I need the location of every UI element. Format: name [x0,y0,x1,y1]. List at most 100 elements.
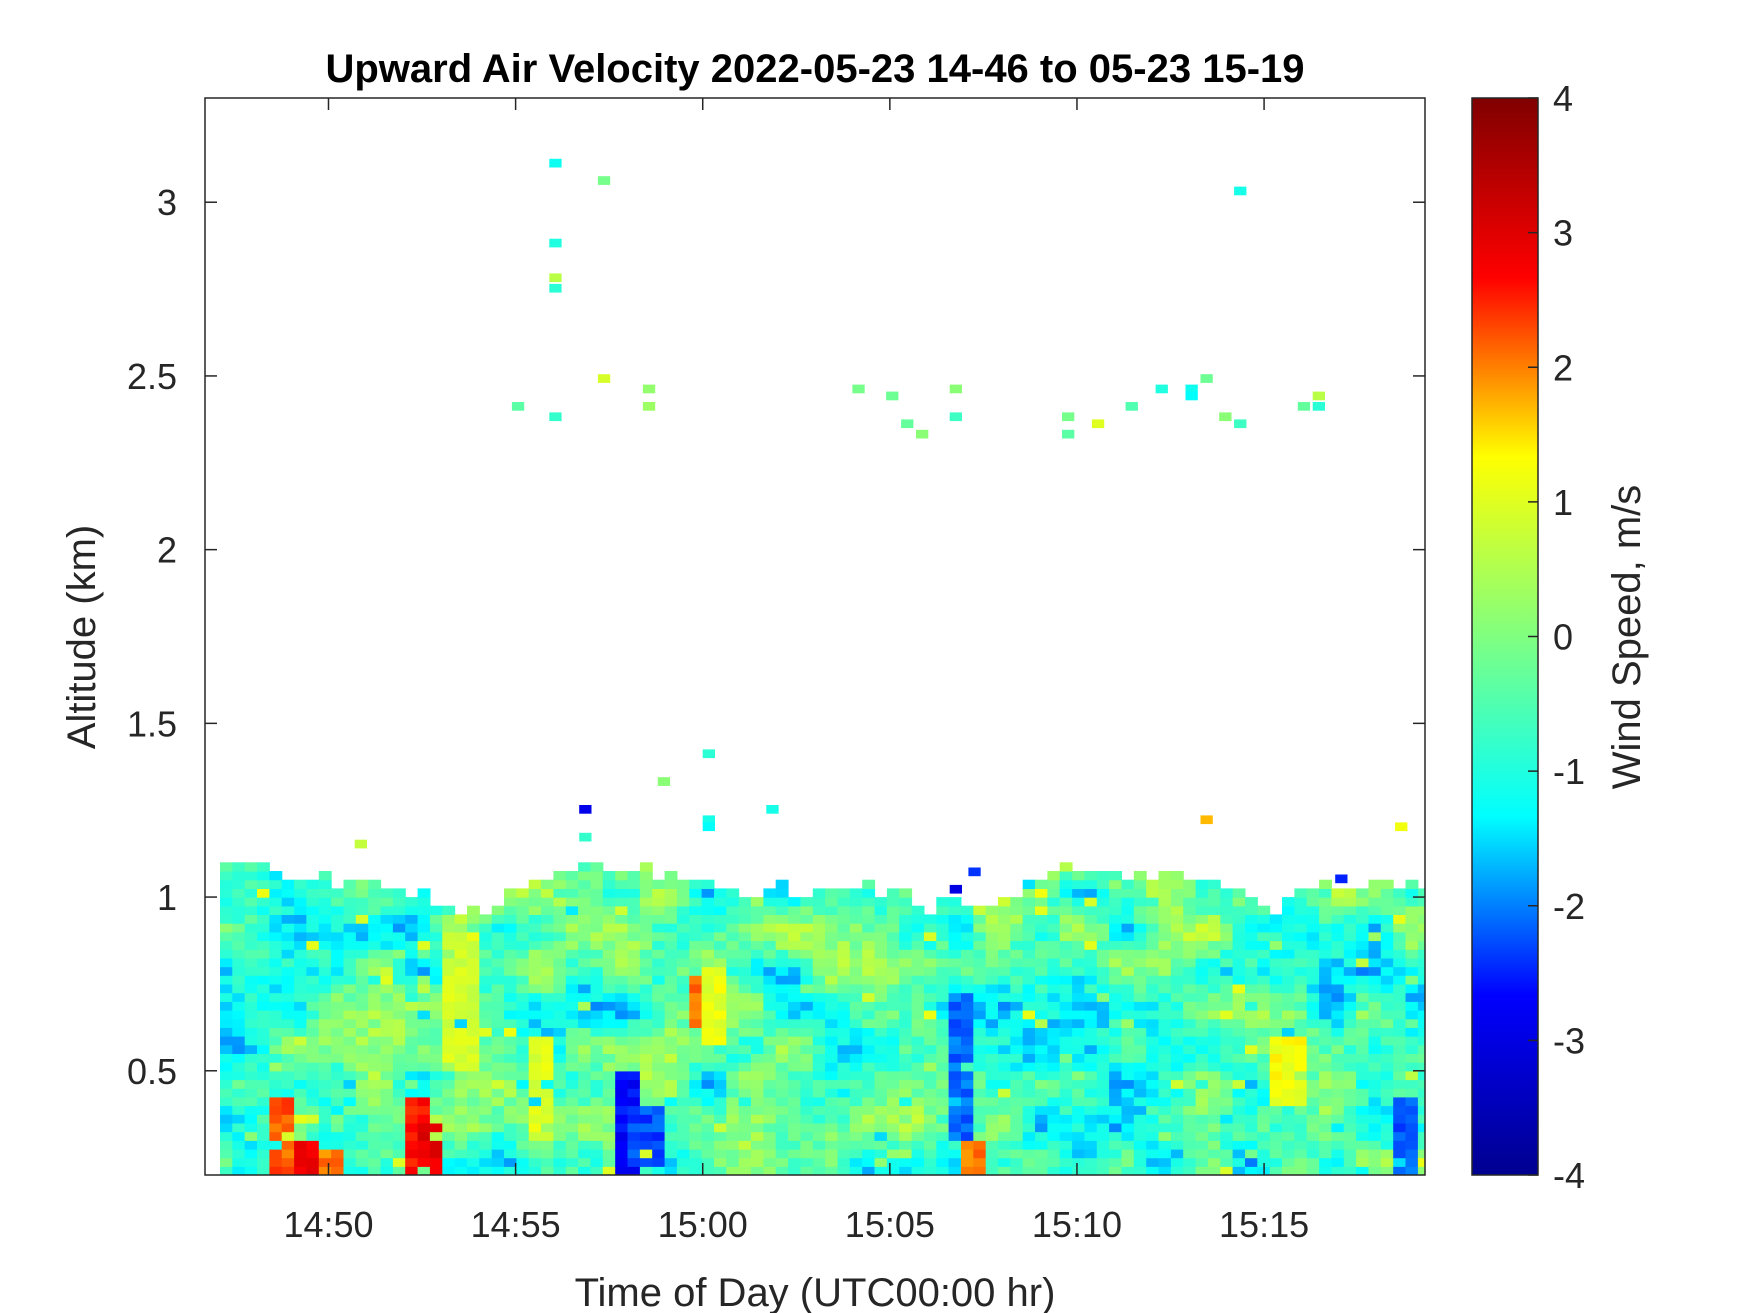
heatmap-cell [454,931,468,942]
heatmap-cell [1232,931,1246,942]
heatmap-cell [1245,897,1258,907]
heatmap-cell [973,931,987,942]
heatmap-cell [1146,1157,1160,1167]
heatmap-cell [380,914,394,924]
heatmap-cell [911,1148,925,1159]
heatmap-cell [961,914,974,924]
isolated-cell [1335,874,1348,884]
heatmap-cell [1207,1140,1221,1150]
heatmap-cell [676,992,690,1002]
heatmap-cell [763,1062,777,1072]
heatmap-cell [676,905,690,915]
heatmap-cell [615,1044,629,1054]
heatmap-cell [1035,1140,1048,1150]
heatmap-cell [1072,1079,1085,1089]
heatmap-cell [763,1036,777,1046]
heatmap-cell [442,1044,456,1054]
heatmap-cell [862,1070,876,1081]
heatmap-cell [590,975,604,985]
heatmap-cell [1220,1122,1234,1133]
heatmap-cell [392,923,406,933]
heatmap-cell [491,949,505,959]
heatmap-cell [689,923,703,933]
heatmap-cell [1245,1036,1258,1046]
heatmap-cell [1245,914,1258,924]
heatmap-cell [343,940,357,950]
heatmap-cell [1343,957,1357,968]
heatmap-cell [1133,966,1147,976]
heatmap-cell [454,1079,468,1089]
heatmap-cell [257,940,270,950]
heatmap-cell [257,966,270,976]
heatmap-cell [232,871,246,881]
heatmap-cell [578,1114,591,1124]
heatmap-cell [528,1044,542,1054]
heatmap-cell [689,1027,703,1037]
heatmap-cell [800,1044,814,1054]
heatmap-cell [1059,1114,1073,1124]
heatmap-cell [1059,1053,1073,1063]
heatmap-cell [1010,1140,1024,1150]
heatmap-cell [1121,1166,1135,1175]
heatmap-cell [1047,1010,1061,1020]
heatmap-cell [479,1018,493,1028]
heatmap-cell [331,1036,344,1046]
heatmap-cell [689,1001,703,1011]
heatmap-cell [627,1062,641,1072]
heatmap-cell [701,983,715,994]
heatmap-cell [1269,1166,1283,1175]
heatmap-cell [862,1079,876,1089]
heatmap-cell [1109,1053,1122,1063]
heatmap-cell [1380,1070,1394,1081]
heatmap-cell [578,923,591,933]
heatmap-cell [232,1114,246,1124]
heatmap-cell [701,1105,715,1115]
heatmap-cell [1306,1036,1320,1046]
heatmap-cell [454,1018,468,1028]
heatmap-cell [1245,1096,1258,1107]
heatmap-cell [1170,1044,1184,1054]
heatmap-cell [405,1053,419,1063]
heatmap-cell [615,1166,629,1175]
heatmap-cell [1146,1114,1160,1124]
heatmap-cell [1306,1001,1320,1011]
heatmap-cell [899,1062,913,1072]
heatmap-cell [664,966,678,976]
heatmap-cell [417,1122,431,1133]
heatmap-cell [1133,905,1147,915]
heatmap-cell [615,923,629,933]
heatmap-cell [306,1044,320,1054]
heatmap-cell [961,966,974,976]
heatmap-cell [392,1001,406,1011]
heatmap-cell [1146,905,1160,915]
heatmap-cell [1207,940,1221,950]
heatmap-cell [1269,1062,1283,1072]
heatmap-cell [676,975,690,985]
heatmap-cell [541,975,554,985]
heatmap-cell [491,1122,505,1133]
heatmap-cell [1183,957,1197,968]
heatmap-cell [528,1036,542,1046]
heatmap-cell [998,1088,1011,1098]
heatmap-cell [318,923,332,933]
y-tick-label: 0.5 [127,1051,177,1092]
heatmap-cell [220,992,233,1002]
isolated-cell [597,176,611,185]
heatmap-cell [257,949,270,959]
heatmap-cell [751,1001,764,1011]
heatmap-cell [825,1044,838,1054]
heatmap-cell [541,940,554,950]
heatmap-cell [405,914,419,924]
heatmap-cell [392,897,406,907]
heatmap-cell [1170,1166,1184,1175]
heatmap-cell [318,1088,332,1098]
heatmap-cell [331,1079,344,1089]
heatmap-cell [1207,897,1221,907]
heatmap-cell [936,1140,950,1150]
heatmap-cell [837,1140,851,1150]
heatmap-cell [1096,992,1110,1002]
heatmap-cell [504,1079,517,1089]
heatmap-cell [1417,949,1425,959]
heatmap-cell [1096,1140,1110,1150]
heatmap-cell [911,1140,925,1150]
